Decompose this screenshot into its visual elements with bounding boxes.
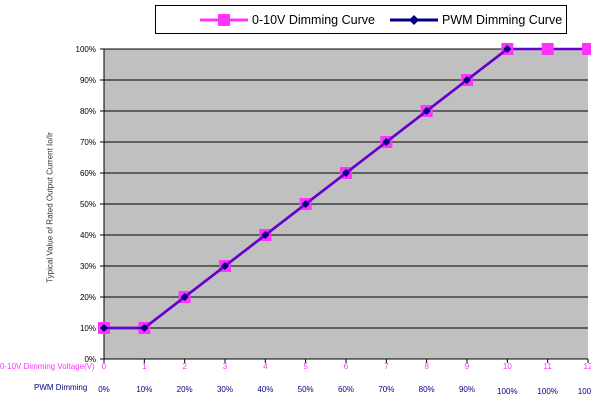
y-tick-label: 70% — [80, 138, 96, 147]
y-tick-label: 40% — [80, 231, 96, 240]
y-tick-label: 0% — [84, 355, 96, 364]
x-tick-label-voltage: 8 — [424, 362, 429, 371]
x-tick-label-voltage: 7 — [384, 362, 389, 371]
data-point-pwm — [100, 324, 108, 332]
x-tick-label-pwm: 90% — [459, 385, 475, 394]
x-tick-label-pwm: 60% — [338, 385, 354, 394]
x-tick-label-pwm: 80% — [419, 385, 435, 394]
x-tick-label-voltage: 3 — [223, 362, 228, 371]
data-point-pwm — [261, 231, 270, 239]
x-tick-label-voltage: 11 — [544, 362, 553, 371]
x-tick-label-voltage: 2 — [182, 362, 187, 371]
legend-item-pwm: PWM Dimming Curve — [390, 6, 562, 33]
y-tick-label: 30% — [80, 262, 96, 271]
data-point-0-10v — [582, 43, 591, 55]
x-tick-label-pwm: 70% — [378, 385, 394, 394]
x-tick-label-voltage: 6 — [344, 362, 349, 371]
y-tick-label: 20% — [80, 293, 96, 302]
data-point-pwm — [140, 324, 149, 332]
x-axis-label-pwm: PWM Dimming — [34, 383, 88, 392]
x-tick-label-pwm: 40% — [257, 385, 273, 394]
chart-legend: 0-10V Dimming Curve PWM Dimming Curve — [155, 5, 567, 34]
legend-label-0-10v: 0-10V Dimming Curve — [252, 12, 375, 27]
x-tick-label-voltage: 0 — [102, 362, 107, 371]
y-tick-label: 100% — [76, 45, 96, 54]
data-point-pwm — [503, 45, 512, 53]
legend-label-pwm: PWM Dimming Curve — [442, 12, 563, 27]
x-tick-label-voltage: 4 — [263, 362, 268, 371]
data-point-pwm — [342, 169, 350, 177]
data-point-pwm — [301, 200, 310, 208]
x-tick-label-pwm: 50% — [298, 385, 314, 394]
y-tick-label: 10% — [80, 324, 96, 333]
x-tick-label-pwm: 0% — [98, 385, 110, 394]
x-axis-label-voltage: 0-10V Dimming Voltage(V) — [0, 362, 95, 371]
x-tick-label-voltage: 10 — [503, 362, 512, 371]
x-tick-label-pwm: 20% — [177, 385, 193, 394]
y-tick-label: 50% — [80, 200, 96, 209]
x-tick-label-pwm: 100% — [497, 387, 517, 396]
data-point-0-10v — [541, 43, 554, 55]
y-tick-label: 80% — [80, 107, 96, 116]
legend-square-marker-icon — [200, 13, 248, 26]
x-tick-label-voltage: 1 — [142, 362, 147, 371]
data-point-pwm — [221, 262, 229, 270]
y-tick-label: 60% — [80, 169, 96, 178]
y-tick-label: 90% — [80, 76, 96, 85]
x-tick-label-pwm: 10% — [136, 385, 152, 394]
x-tick-label-pwm: 100% — [537, 387, 557, 396]
x-tick-label-voltage: 5 — [303, 362, 308, 371]
legend-item-0-10v: 0-10V Dimming Curve — [200, 6, 375, 33]
x-tick-label-voltage: 12 — [584, 362, 591, 371]
data-point-pwm — [422, 107, 431, 115]
x-tick-label-voltage: 9 — [465, 362, 470, 371]
data-point-pwm — [463, 76, 471, 84]
data-point-pwm — [382, 138, 391, 146]
data-point-pwm — [180, 293, 189, 301]
legend-diamond-marker-icon — [390, 14, 438, 25]
y-axis-label: Typical Value of Rated Output Current Io… — [45, 132, 55, 283]
x-tick-label-pwm: 30% — [217, 385, 233, 394]
x-tick-label-pwm: 100% — [578, 387, 591, 396]
